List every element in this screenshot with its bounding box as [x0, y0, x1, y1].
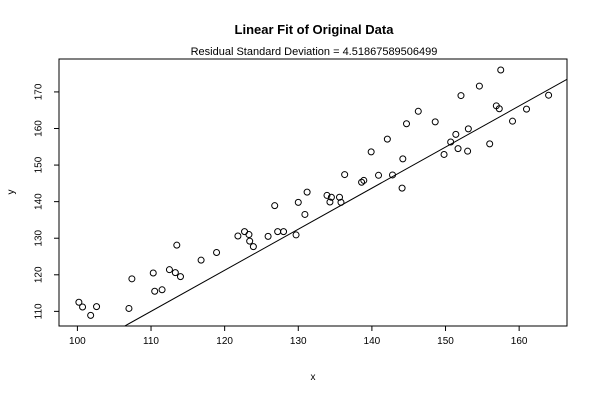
data-point: [213, 248, 221, 256]
data-point: [271, 202, 279, 210]
data-point: [326, 198, 334, 206]
x-tick-label: 150: [437, 336, 454, 347]
data-point: [241, 228, 249, 236]
y-tick-label: 150: [34, 156, 45, 173]
y-axis: 110 120 130 140 150 160 170: [34, 83, 59, 319]
data-point: [234, 232, 242, 240]
data-point: [87, 311, 95, 319]
y-tick-label: 140: [34, 193, 45, 210]
data-point: [464, 147, 472, 155]
data-point: [457, 92, 465, 100]
chart-title: Linear Fit of Original Data: [235, 22, 395, 37]
x-tick-label: 100: [69, 336, 86, 347]
y-tick-label: 160: [34, 120, 45, 137]
data-point: [389, 171, 397, 179]
y-tick-label: 120: [34, 266, 45, 283]
data-point: [197, 256, 205, 264]
data-point: [173, 241, 181, 249]
data-point: [398, 184, 406, 192]
data-point: [165, 266, 173, 274]
data-point: [274, 228, 282, 236]
data-point: [280, 228, 288, 236]
data-point: [523, 105, 531, 113]
data-point: [249, 243, 257, 251]
data-point: [399, 155, 407, 163]
data-point: [452, 130, 460, 138]
data-point: [367, 148, 375, 156]
data-point: [440, 150, 448, 158]
data-point: [158, 286, 166, 294]
data-point: [486, 140, 494, 148]
data-point: [475, 82, 483, 90]
data-point: [176, 273, 184, 281]
data-point: [303, 188, 311, 196]
x-axis: 100 110 120 130 140 150 160: [69, 326, 528, 347]
data-point: [301, 210, 309, 218]
data-point: [93, 303, 101, 311]
data-point: [497, 66, 505, 74]
data-point: [464, 125, 472, 133]
data-point: [495, 105, 503, 113]
data-point: [149, 269, 157, 277]
data-point: [323, 191, 331, 199]
data-point: [128, 275, 136, 283]
data-point: [454, 145, 462, 153]
y-tick-label: 170: [34, 83, 45, 100]
data-point: [245, 231, 253, 239]
x-tick-label: 110: [143, 336, 159, 347]
data-point: [337, 198, 345, 206]
data-point: [327, 193, 335, 201]
y-axis-label: y: [6, 190, 17, 195]
x-tick-label: 130: [290, 336, 307, 347]
x-tick-label: 140: [364, 336, 381, 347]
data-point: [75, 298, 83, 306]
plot-area-frame: [58, 58, 568, 327]
chart-subtitle: Residual Standard Deviation = 4.51867589…: [191, 46, 438, 58]
data-point: [431, 118, 439, 126]
data-point: [171, 269, 179, 277]
y-tick-label: 110: [34, 303, 45, 319]
data-point: [336, 193, 344, 201]
data-point: [447, 138, 455, 146]
data-point: [125, 304, 133, 312]
data-point: [292, 231, 300, 239]
data-point: [341, 171, 349, 179]
data-point: [151, 287, 159, 295]
data-point: [509, 117, 517, 125]
data-point: [360, 176, 368, 184]
y-tick-label: 130: [34, 229, 45, 246]
x-tick-label: 120: [216, 336, 233, 347]
data-point: [383, 135, 391, 143]
data-point: [375, 171, 383, 179]
x-axis-label: x: [311, 372, 316, 383]
data-points: [75, 66, 553, 319]
fit-line: [123, 78, 567, 326]
data-point: [294, 198, 302, 206]
data-point: [545, 91, 553, 99]
data-point: [403, 120, 411, 128]
data-point: [264, 232, 272, 240]
data-point: [358, 178, 366, 186]
data-point: [414, 107, 422, 115]
data-point: [246, 237, 254, 245]
data-point: [79, 303, 87, 311]
x-tick-label: 160: [511, 336, 528, 347]
